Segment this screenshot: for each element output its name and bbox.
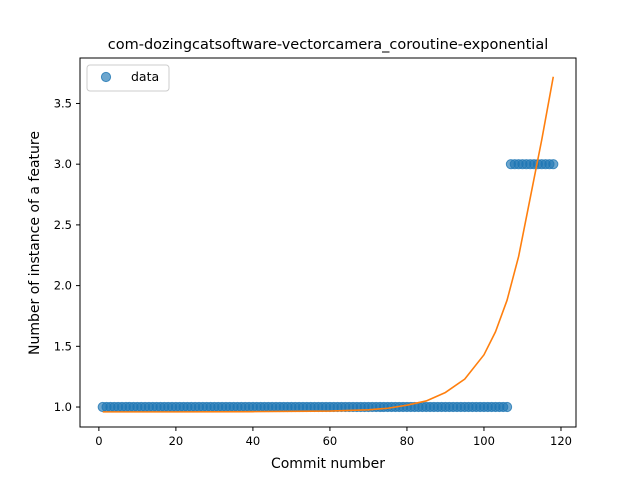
y-tick-label: 1.5 [54, 339, 72, 353]
x-tick-label: 80 [400, 434, 415, 448]
legend-label-data: data [131, 69, 159, 84]
x-tick-label: 60 [323, 434, 338, 448]
y-axis-label: Number of instance of a feature [27, 131, 43, 355]
x-tick-label: 40 [246, 434, 261, 448]
y-tick-label: 3.0 [54, 157, 72, 171]
legend-marker-data [100, 71, 112, 83]
legend: data [86, 64, 170, 92]
fit-curve [102, 76, 555, 413]
plot-frame [79, 57, 577, 428]
data-point [548, 159, 559, 170]
chart-title: com-dozingcatsoftware-vectorcamera_corou… [108, 37, 549, 53]
y-axis-ticks: 1.0 1.5 2.0 2.5 3.0 3.5 [54, 96, 80, 414]
x-tick-label: 0 [95, 434, 102, 448]
x-axis-ticks: 0 20 40 60 80 100 120 [95, 427, 572, 448]
y-tick-label: 2.0 [54, 279, 72, 293]
data-point [501, 401, 513, 413]
y-tick-label: 1.0 [54, 400, 72, 414]
legend-box [86, 64, 170, 92]
y-tick-label: 2.5 [54, 218, 72, 232]
y-tick-label: 3.5 [54, 96, 72, 110]
x-tick-label: 120 [550, 434, 572, 448]
x-axis-label: Commit number [271, 456, 385, 472]
plot-marks [97, 76, 559, 413]
x-tick-label: 20 [169, 434, 184, 448]
x-tick-label: 100 [473, 434, 495, 448]
